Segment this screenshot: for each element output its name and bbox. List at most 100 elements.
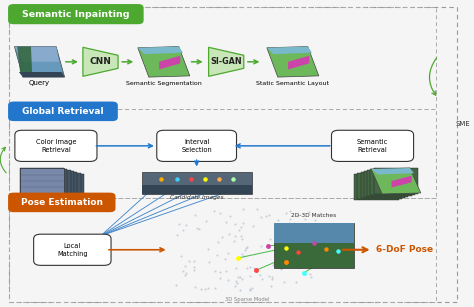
Bar: [33, 172, 77, 198]
Point: [185, 259, 192, 264]
Point: [242, 245, 249, 250]
Point: [180, 269, 187, 274]
Point: [232, 266, 239, 270]
Point: [225, 251, 232, 256]
Point: [298, 235, 306, 239]
Point: [268, 276, 275, 281]
Point: [225, 231, 232, 236]
Point: [190, 265, 198, 270]
Point: [297, 239, 304, 244]
Point: [286, 216, 294, 221]
Polygon shape: [14, 47, 59, 62]
Point: [293, 213, 301, 218]
Point: [237, 288, 244, 293]
Point: [257, 215, 265, 220]
Point: [243, 245, 251, 250]
Point: [288, 239, 295, 244]
Point: [182, 270, 190, 275]
Point: [234, 274, 242, 279]
Polygon shape: [159, 56, 180, 69]
Text: Local
Matching: Local Matching: [57, 243, 88, 257]
Point: [311, 218, 319, 223]
Point: [237, 233, 245, 238]
Polygon shape: [17, 47, 32, 72]
Bar: [374, 168, 418, 194]
Point: [277, 266, 285, 271]
Point: [233, 279, 240, 284]
Point: [267, 283, 275, 288]
Point: [258, 277, 266, 282]
Point: [201, 287, 209, 292]
Point: [213, 252, 220, 257]
Point: [306, 241, 314, 246]
Point: [231, 233, 238, 238]
Point: [191, 212, 199, 217]
Point: [285, 239, 293, 244]
Point: [226, 214, 234, 219]
Point: [202, 219, 210, 224]
Point: [246, 288, 254, 293]
Point: [254, 207, 261, 212]
Point: [198, 287, 205, 292]
Bar: [273, 223, 354, 243]
Bar: [19, 168, 64, 194]
Point: [191, 285, 198, 290]
Point: [221, 257, 228, 262]
Point: [205, 286, 212, 290]
Point: [269, 262, 277, 267]
Point: [178, 254, 185, 258]
Point: [307, 272, 314, 277]
Point: [274, 236, 282, 241]
Point: [222, 220, 230, 225]
FancyBboxPatch shape: [8, 102, 118, 121]
Point: [301, 222, 309, 227]
Point: [210, 208, 218, 213]
Point: [241, 247, 248, 252]
Point: [301, 216, 309, 221]
Point: [275, 251, 283, 255]
Point: [310, 257, 317, 262]
Polygon shape: [83, 47, 118, 76]
Point: [308, 244, 316, 249]
Polygon shape: [371, 168, 414, 174]
Bar: [9, 109, 436, 198]
Point: [211, 285, 219, 290]
Point: [179, 228, 187, 233]
Polygon shape: [371, 168, 421, 194]
Bar: [29, 171, 74, 197]
Polygon shape: [19, 72, 64, 77]
Point: [273, 254, 281, 259]
Point: [250, 265, 257, 270]
Point: [205, 246, 212, 251]
Point: [231, 238, 238, 243]
Point: [191, 258, 198, 263]
Bar: [273, 223, 354, 268]
Text: Static Semantic Layout: Static Semantic Layout: [256, 81, 329, 86]
Point: [256, 273, 264, 278]
Point: [277, 266, 285, 271]
Text: 3D Sparse Model: 3D Sparse Model: [225, 297, 269, 302]
Point: [291, 261, 299, 266]
Bar: [142, 172, 252, 193]
Point: [231, 283, 238, 288]
Point: [239, 207, 247, 212]
Point: [216, 275, 223, 280]
Polygon shape: [392, 176, 411, 188]
Point: [223, 268, 230, 273]
Text: Semantic Segmentation: Semantic Segmentation: [126, 81, 201, 86]
Bar: [36, 173, 81, 199]
Text: Semantic
Retrieval: Semantic Retrieval: [357, 139, 388, 153]
Point: [191, 267, 198, 272]
Point: [181, 272, 189, 277]
Point: [246, 265, 254, 270]
Point: [262, 213, 270, 218]
Point: [290, 220, 298, 225]
Point: [269, 275, 276, 280]
Point: [224, 278, 231, 282]
Bar: [23, 169, 67, 195]
FancyBboxPatch shape: [15, 130, 97, 161]
Text: Interval
Selection: Interval Selection: [181, 139, 212, 153]
Point: [274, 217, 282, 222]
Point: [182, 263, 189, 268]
Bar: [9, 198, 436, 302]
